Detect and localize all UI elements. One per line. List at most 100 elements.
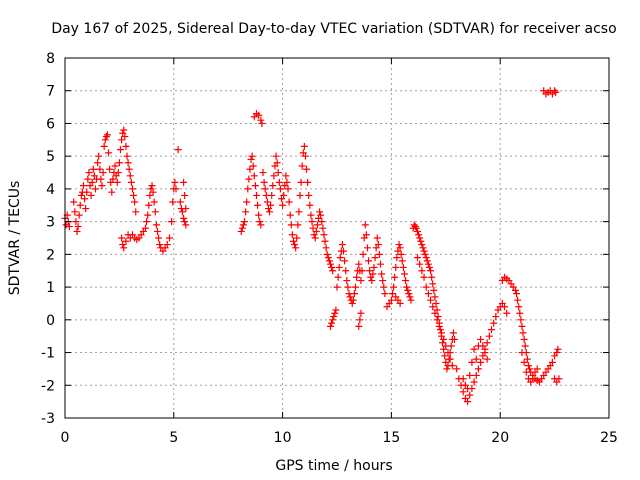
data-point bbox=[318, 218, 326, 226]
data-point bbox=[464, 398, 472, 406]
data-point bbox=[483, 339, 491, 347]
data-point bbox=[357, 277, 365, 285]
data-point bbox=[256, 218, 264, 226]
data-point bbox=[375, 250, 383, 258]
data-point bbox=[518, 349, 526, 357]
data-point bbox=[288, 231, 296, 239]
data-point bbox=[179, 208, 187, 216]
data-point bbox=[311, 234, 319, 242]
data-point bbox=[182, 221, 190, 229]
data-point bbox=[551, 87, 559, 95]
data-point bbox=[518, 322, 526, 330]
data-point bbox=[298, 162, 306, 170]
data-point bbox=[105, 149, 113, 157]
data-point bbox=[83, 188, 91, 196]
y-tick-label: -2 bbox=[41, 378, 55, 394]
data-point bbox=[254, 201, 262, 209]
data-point bbox=[477, 335, 485, 343]
data-point bbox=[300, 142, 308, 150]
x-tick-label: 20 bbox=[491, 430, 509, 446]
x-tick-label: 25 bbox=[600, 430, 618, 446]
data-point bbox=[176, 198, 184, 206]
data-point bbox=[453, 365, 461, 373]
data-point bbox=[402, 277, 410, 285]
data-point bbox=[334, 273, 342, 281]
data-point bbox=[238, 224, 246, 232]
data-point bbox=[257, 221, 265, 229]
data-point bbox=[477, 358, 485, 366]
data-point bbox=[422, 283, 430, 291]
data-point bbox=[241, 218, 249, 226]
data-point bbox=[433, 316, 441, 324]
data-point bbox=[357, 309, 365, 317]
data-point bbox=[393, 254, 401, 262]
data-point bbox=[124, 159, 132, 167]
data-point bbox=[407, 296, 415, 304]
data-point bbox=[335, 263, 343, 271]
data-point bbox=[359, 250, 367, 258]
data-point bbox=[276, 185, 284, 193]
data-point bbox=[479, 342, 487, 350]
data-point bbox=[301, 152, 309, 160]
y-tick-label: 2 bbox=[46, 247, 55, 263]
data-point bbox=[398, 257, 406, 265]
data-point bbox=[267, 201, 275, 209]
data-point bbox=[121, 133, 129, 141]
y-tick-labels: -3 -2 -1 0 1 2 3 4 5 6 7 8 bbox=[41, 51, 55, 427]
data-point bbox=[257, 116, 265, 124]
data-point bbox=[268, 191, 276, 199]
data-point bbox=[75, 211, 83, 219]
x-tick-label: 10 bbox=[274, 430, 292, 446]
data-point bbox=[153, 227, 161, 235]
data-point bbox=[120, 244, 128, 252]
data-point bbox=[377, 260, 385, 268]
data-point bbox=[472, 355, 480, 363]
data-point bbox=[365, 257, 373, 265]
data-point bbox=[244, 185, 252, 193]
data-point bbox=[151, 208, 159, 216]
data-point bbox=[449, 329, 457, 337]
data-point bbox=[308, 218, 316, 226]
data-point bbox=[269, 182, 277, 190]
data-point bbox=[169, 198, 177, 206]
data-point bbox=[114, 169, 122, 177]
data-point bbox=[392, 263, 400, 271]
data-point bbox=[155, 234, 163, 242]
data-point bbox=[366, 267, 374, 275]
data-point bbox=[77, 191, 85, 199]
data-point bbox=[336, 254, 344, 262]
data-point bbox=[548, 358, 556, 366]
data-point bbox=[439, 339, 447, 347]
data-point bbox=[515, 303, 523, 311]
data-point bbox=[317, 211, 325, 219]
data-point bbox=[174, 146, 182, 154]
data-point bbox=[246, 165, 254, 173]
data-point bbox=[171, 178, 179, 186]
data-point bbox=[150, 198, 158, 206]
data-point bbox=[289, 237, 297, 245]
data-point bbox=[466, 391, 474, 399]
data-point bbox=[414, 227, 422, 235]
x-tick-label: 15 bbox=[382, 430, 400, 446]
plot-frame bbox=[64, 57, 610, 419]
data-point bbox=[96, 165, 104, 173]
data-point bbox=[395, 241, 403, 249]
data-point bbox=[424, 260, 432, 268]
data-point bbox=[341, 257, 349, 265]
data-point bbox=[97, 175, 105, 183]
data-point bbox=[181, 218, 189, 226]
data-point bbox=[304, 178, 312, 186]
data-point bbox=[295, 208, 303, 216]
data-point bbox=[355, 260, 363, 268]
x-axis-label: GPS time / hours bbox=[275, 458, 392, 474]
data-point bbox=[74, 223, 82, 231]
data-point bbox=[328, 263, 336, 271]
data-point bbox=[419, 244, 427, 252]
data-point bbox=[519, 329, 527, 337]
data-point bbox=[255, 211, 263, 219]
data-point bbox=[182, 205, 190, 213]
data-point bbox=[490, 319, 498, 327]
data-point bbox=[414, 254, 422, 262]
data-point bbox=[73, 227, 81, 235]
data-point bbox=[251, 182, 259, 190]
